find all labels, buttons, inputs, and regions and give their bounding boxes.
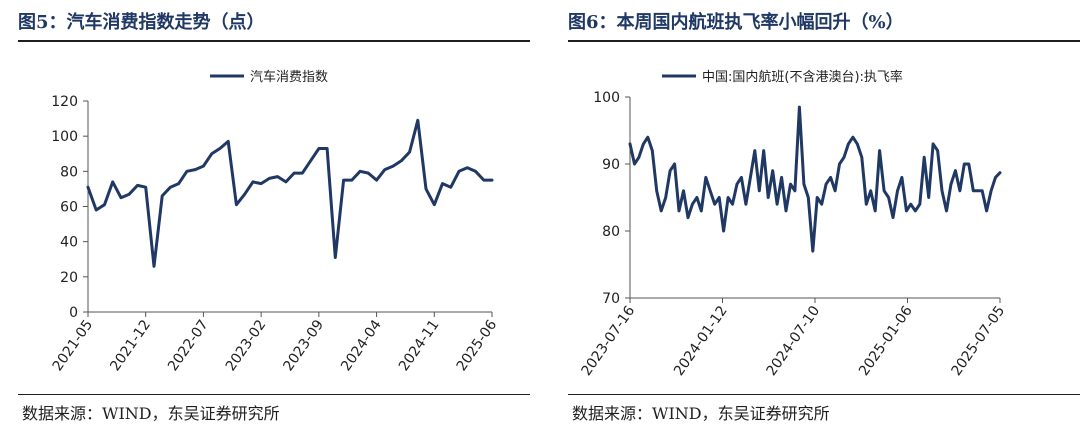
legend-label: 汽车消费指数 <box>250 69 328 85</box>
chart-title: 图5：汽车消费指数走势（点） <box>18 12 265 33</box>
x-tick-label: 2025-06 <box>454 317 501 374</box>
x-tick-label: 2023-07-16 <box>578 303 638 379</box>
title-divider <box>18 40 530 42</box>
y-tick-label: 80 <box>60 164 78 180</box>
source-note: 数据来源：WIND，东吴证券研究所 <box>572 404 830 423</box>
x-tick-label: 2024-11 <box>396 317 443 374</box>
x-tick-label: 2025-01-06 <box>856 303 916 379</box>
legend-label: 中国:国内航班(不含港澳台):执飞率 <box>702 69 903 85</box>
x-tick-label: 2024-01-12 <box>671 303 731 379</box>
y-tick-label: 90 <box>602 157 620 173</box>
source-divider <box>568 394 1080 395</box>
chart-panel-flight-rate: 图6：本周国内航班执飞率小幅回升（%） 70 80 90 100 2023-07-16 2… <box>550 0 1080 435</box>
y-tick-label: 120 <box>51 94 78 110</box>
y-tick-label: 100 <box>51 129 78 145</box>
x-tick-label: 2021-12 <box>107 317 154 374</box>
y-tick-label: 70 <box>602 291 620 307</box>
y-tick-label: 80 <box>602 224 620 240</box>
chart-title: 图6：本周国内航班执飞率小幅回升（%） <box>568 12 904 33</box>
title-divider <box>568 40 1080 42</box>
x-tick-label: 2023-02 <box>223 317 270 374</box>
x-tick-label: 2024-04 <box>338 317 385 374</box>
x-tick-label: 2024-07-10 <box>763 303 823 379</box>
y-tick-label: 20 <box>60 270 78 286</box>
x-tick-label: 2025-07-05 <box>948 303 1008 379</box>
series-line <box>628 105 1002 253</box>
series-line <box>86 118 494 268</box>
x-tick-label: 2021-05 <box>50 317 97 374</box>
y-tick-label: 60 <box>60 200 78 216</box>
y-tick-label: 100 <box>593 90 620 106</box>
x-tick-label: 2022-07 <box>165 317 212 374</box>
source-divider <box>18 394 530 395</box>
x-tick-label: 2023-09 <box>280 317 327 374</box>
y-tick-label: 40 <box>60 235 78 251</box>
line-chart-flight-rate: 70 80 90 100 2023-07-16 2024-01-12 2024-07-10 2… <box>578 69 1008 379</box>
y-tick-label: 0 <box>69 305 78 321</box>
chart-panel-car-consumption: 图5：汽车消费指数走势（点） 0 20 40 60 80 100 120 2021-05 202… <box>0 0 530 435</box>
source-note: 数据来源：WIND，东吴证券研究所 <box>22 404 280 423</box>
